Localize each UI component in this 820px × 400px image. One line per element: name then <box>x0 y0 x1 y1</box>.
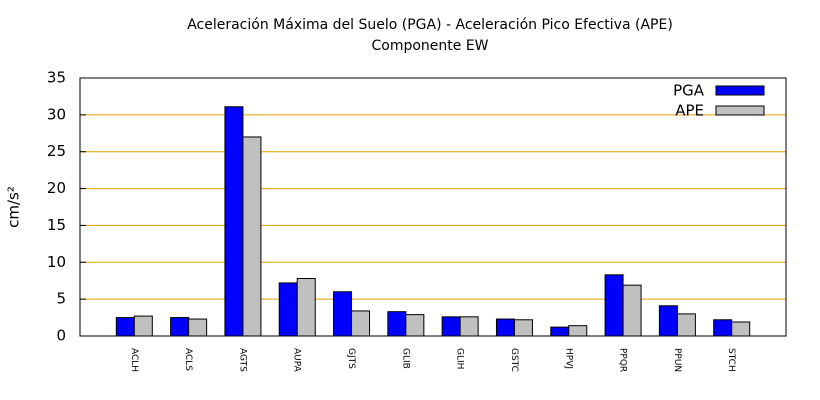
y-tick-label: 0 <box>56 327 66 345</box>
x-tick-label: AGTS <box>237 348 247 372</box>
x-tick-label: PPQR <box>618 348 628 372</box>
bar <box>242 136 262 337</box>
legend-swatch <box>715 105 765 116</box>
bar <box>387 311 407 337</box>
chart-subtitle: Componente EW <box>371 38 488 54</box>
x-tick-label: ACLH <box>129 348 139 372</box>
bar <box>658 305 678 337</box>
y-tick-label: 25 <box>47 142 66 160</box>
bar <box>459 316 479 337</box>
x-tick-label: ACLS <box>183 348 193 371</box>
bar <box>495 318 515 337</box>
bar <box>296 278 316 337</box>
bar <box>550 326 570 337</box>
x-tick-label: AUPA <box>292 348 302 373</box>
bar <box>133 315 153 337</box>
y-tick-label: 10 <box>47 253 66 271</box>
bar <box>622 284 642 337</box>
y-axis-label: cm/s² <box>5 186 23 228</box>
bar <box>115 317 135 337</box>
x-tick-label: HPVJ <box>563 348 573 369</box>
legend-label: APE <box>675 102 704 120</box>
plot-frame <box>79 77 787 337</box>
y-tick-label: 5 <box>56 290 66 308</box>
bar <box>731 321 751 337</box>
bar <box>188 318 208 337</box>
bar <box>170 317 190 337</box>
bar <box>351 310 371 337</box>
x-tick-label: GLIB <box>400 348 410 369</box>
x-tick-label: GSTC <box>509 348 519 372</box>
bar <box>713 319 733 337</box>
bar <box>441 316 461 337</box>
x-tick-label: PPUN <box>672 348 682 372</box>
chart-title: Aceleración Máxima del Suelo (PGA) - Ace… <box>187 17 673 33</box>
bar <box>513 319 533 337</box>
legend-swatch <box>715 85 765 96</box>
legend-label: PGA <box>673 82 705 100</box>
x-tick-label: GJTS <box>346 348 356 369</box>
bar <box>604 274 624 337</box>
y-tick-label: 15 <box>47 216 66 234</box>
bar <box>568 325 588 337</box>
y-tick-label: 20 <box>47 179 66 197</box>
bar <box>278 282 298 337</box>
bar <box>224 106 244 337</box>
y-tick-label: 30 <box>47 105 66 123</box>
x-tick-label: GLIH <box>455 348 465 369</box>
bar <box>333 291 353 337</box>
x-tick-label: STCH <box>726 348 736 372</box>
bar <box>405 314 425 337</box>
bar <box>676 313 696 337</box>
y-tick-label: 35 <box>47 69 66 87</box>
